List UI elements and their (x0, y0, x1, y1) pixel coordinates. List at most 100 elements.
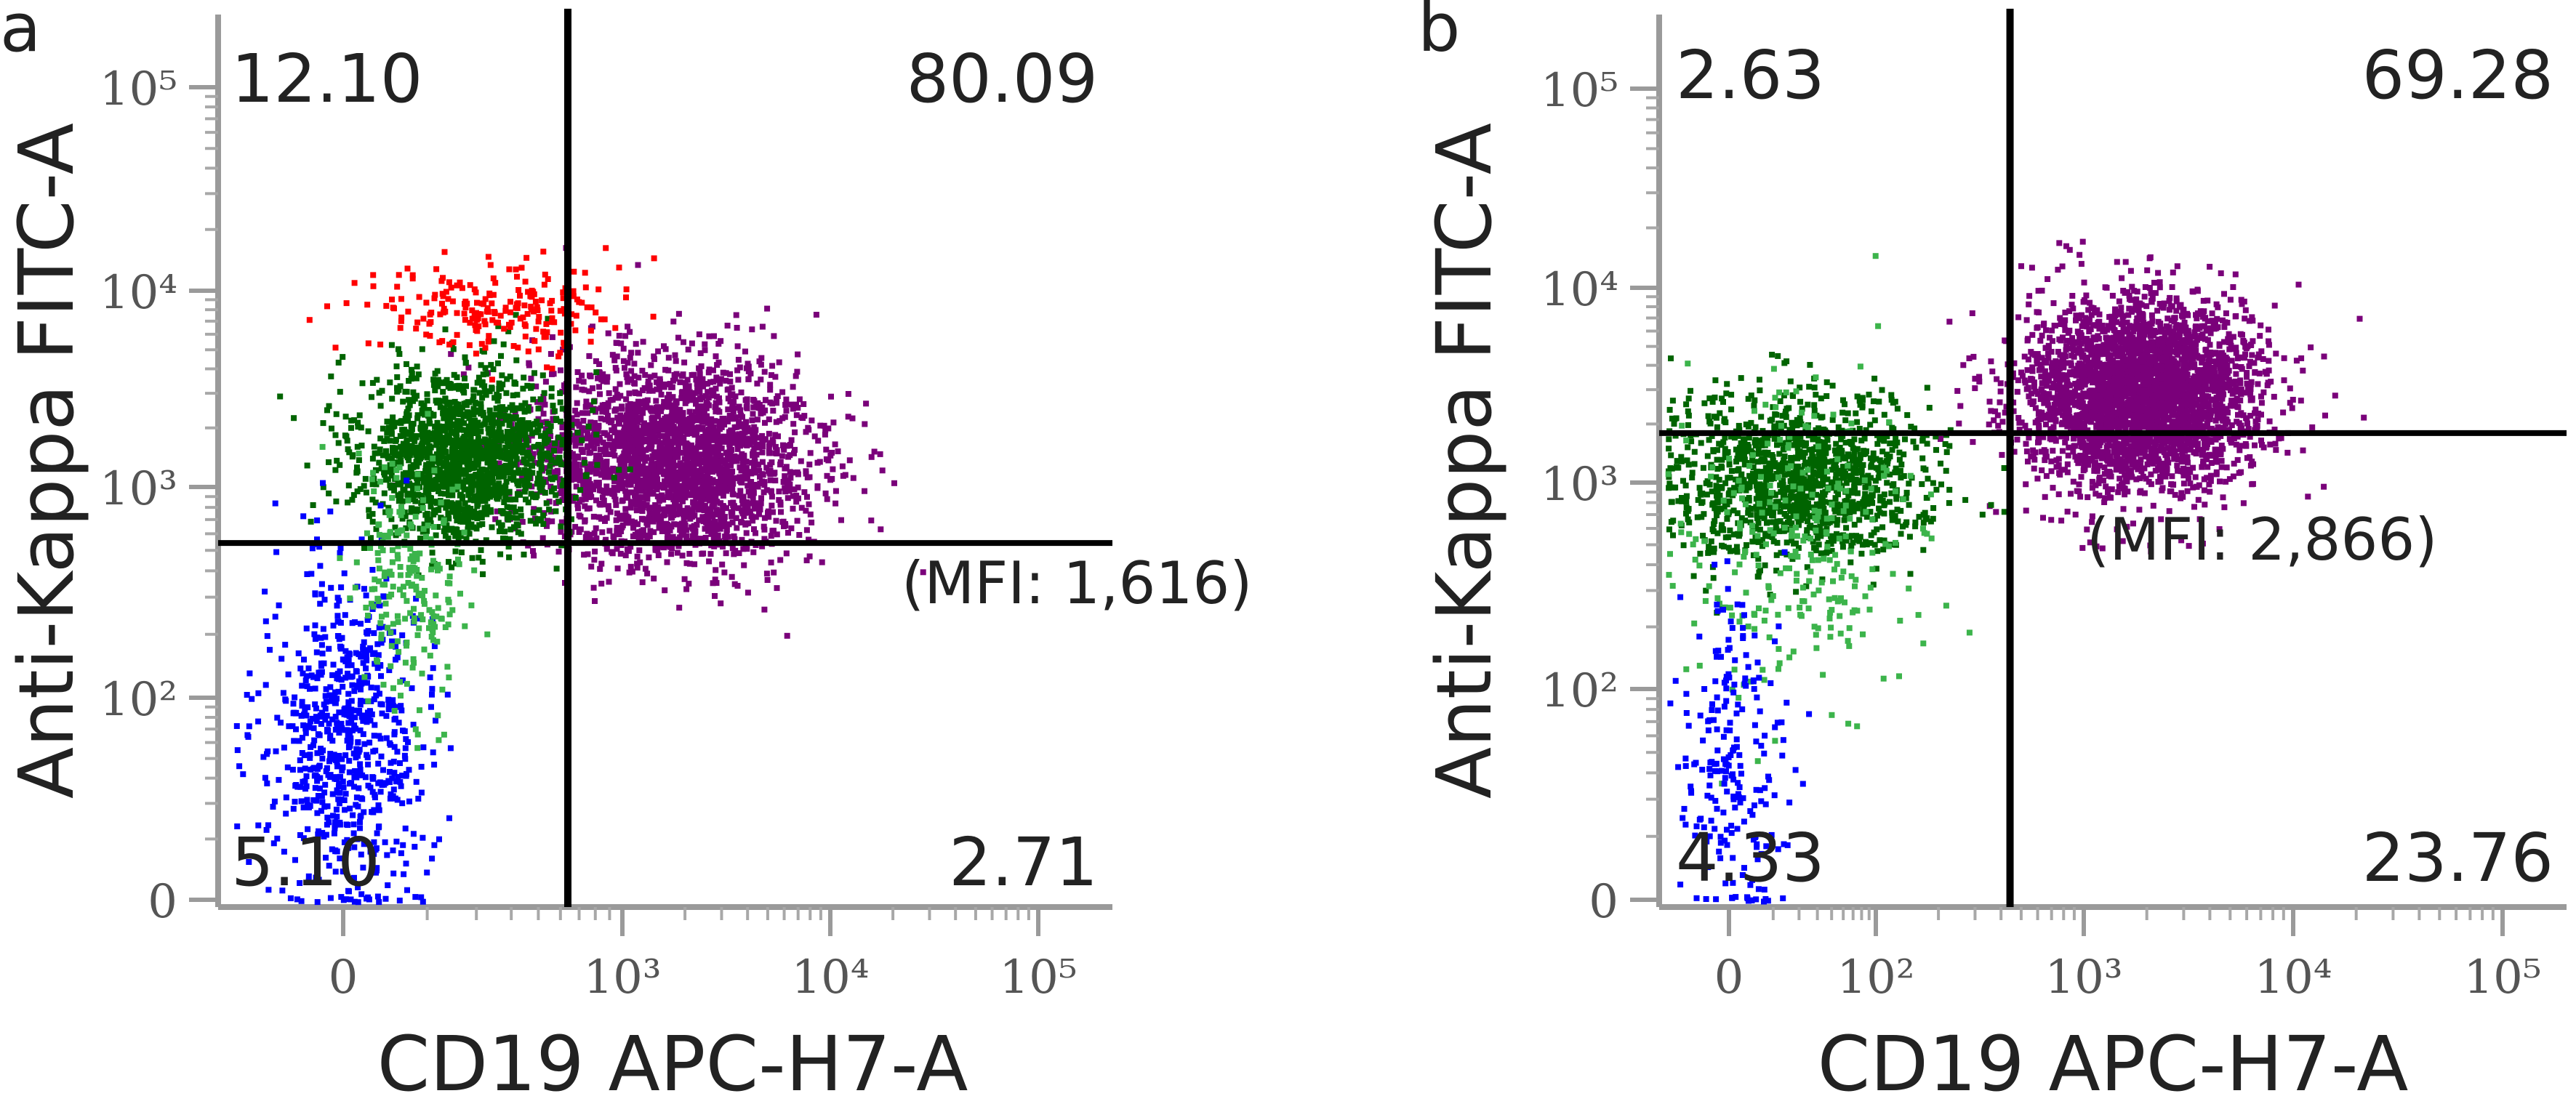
event-point (706, 558, 713, 565)
event-point (442, 395, 449, 402)
event-point (553, 492, 559, 499)
event-point (807, 511, 814, 517)
event-point (315, 831, 321, 837)
event-point (741, 562, 747, 568)
event-point (488, 492, 494, 499)
event-point (433, 266, 440, 273)
event-point (729, 519, 736, 525)
event-point (441, 448, 447, 454)
event-point (603, 515, 610, 521)
event-point (631, 373, 638, 379)
event-point (605, 330, 611, 337)
event-point (453, 560, 459, 567)
event-point (349, 682, 356, 688)
event-point (339, 767, 345, 774)
event-point (705, 486, 712, 492)
event-point (586, 388, 593, 395)
event-point (491, 451, 497, 458)
event-point (398, 703, 404, 709)
event-point (822, 431, 828, 438)
event-point (346, 651, 353, 658)
event-point (696, 452, 702, 459)
event-point (525, 468, 531, 474)
event-point (662, 346, 669, 352)
event-point (749, 459, 755, 466)
event-point (492, 411, 499, 418)
event-point (436, 467, 443, 473)
event-point (686, 581, 692, 587)
event-point (585, 444, 590, 451)
event-point (543, 321, 550, 327)
event-point (490, 457, 497, 464)
event-point (595, 375, 601, 382)
event-point (274, 714, 281, 721)
event-point (478, 362, 484, 368)
event-point (748, 488, 755, 494)
event-point (714, 511, 721, 517)
events-layer (233, 245, 926, 906)
event-point (705, 495, 712, 501)
event-point (642, 371, 649, 378)
event-point (585, 410, 591, 416)
event-point (737, 455, 743, 462)
event-point (389, 395, 396, 402)
event-point (769, 459, 775, 466)
event-point (406, 457, 412, 464)
event-point (646, 509, 653, 516)
event-point (616, 265, 622, 271)
event-point (761, 526, 768, 533)
event-point (380, 452, 386, 459)
event-point (536, 507, 542, 513)
event-point (623, 419, 629, 426)
event-point (357, 727, 364, 733)
event-point (460, 506, 467, 512)
event-point (502, 528, 508, 535)
event-point (539, 535, 546, 541)
event-point (297, 665, 304, 672)
event-point (408, 509, 414, 515)
event-point (700, 419, 707, 425)
event-point (705, 436, 710, 443)
event-point (304, 571, 310, 577)
event-point (547, 300, 553, 307)
event-point (766, 448, 772, 455)
event-point (479, 521, 486, 528)
event-point (264, 633, 270, 640)
event-point (485, 339, 491, 345)
event-point (614, 546, 620, 552)
event-point (528, 384, 534, 391)
event-point (482, 498, 489, 504)
event-point (408, 376, 414, 382)
event-point (667, 456, 673, 462)
event-point (474, 299, 480, 306)
event-point (283, 794, 289, 801)
event-point (470, 443, 476, 449)
event-point (572, 495, 579, 501)
event-point (346, 757, 353, 764)
event-point (625, 379, 631, 385)
event-point (428, 310, 435, 316)
event-point (415, 795, 422, 802)
event-point (510, 343, 517, 349)
event-point (655, 552, 662, 558)
event-point (437, 404, 444, 411)
event-point (728, 462, 734, 469)
event-point (593, 431, 600, 438)
event-point (713, 452, 720, 459)
event-point (436, 424, 443, 430)
event-point (301, 656, 307, 663)
event-point (592, 548, 598, 555)
event-point (395, 492, 401, 499)
event-point (450, 438, 457, 444)
event-point (358, 851, 364, 858)
event-point (681, 520, 688, 527)
event-point (459, 446, 465, 452)
event-point (234, 747, 241, 754)
event-point (606, 390, 612, 396)
event-point (736, 492, 742, 499)
event-point (580, 417, 587, 424)
event-point (720, 459, 726, 465)
event-point (303, 673, 310, 680)
event-point (625, 520, 631, 526)
event-point (365, 428, 372, 435)
